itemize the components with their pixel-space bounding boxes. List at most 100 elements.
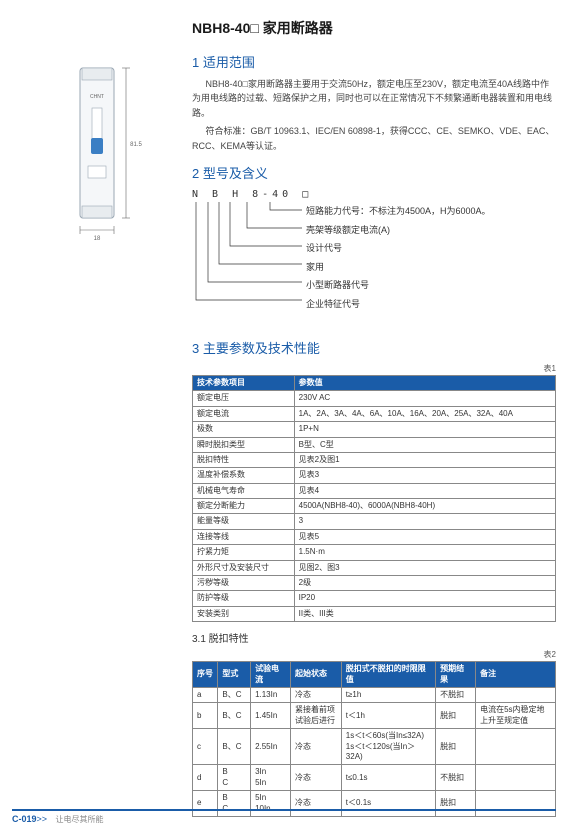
table-cell: b — [193, 703, 218, 729]
table-cell: B型、C型 — [294, 437, 555, 452]
svg-text:CHNT: CHNT — [90, 94, 104, 100]
table-row: aB、C1.13In冷态t≥1h不脱扣 — [193, 687, 556, 702]
table-2: 序号 型式 试验电流 起始状态 脱扣式不脱扣的时限限值 预期结果 备注 aB、C… — [192, 661, 556, 817]
table-row: 拧紧力矩1.5N·m — [193, 545, 556, 560]
section-2-heading: 2 型号及含义 — [192, 163, 556, 182]
table-cell: 脱扣特性 — [193, 452, 295, 467]
table-cell: 4500A(NBH8-40)、6000A(NBH8-40H) — [294, 499, 555, 514]
table-cell: 极数 — [193, 422, 295, 437]
table-cell: 1P+N — [294, 422, 555, 437]
table-1-caption: 表1 — [192, 363, 556, 374]
model-label-5: 企业特征代号 — [306, 298, 491, 311]
table-cell — [476, 765, 556, 791]
table-cell: 紧接着前项 试验后进行 — [290, 703, 341, 729]
table-cell: 安装类别 — [193, 606, 295, 621]
page-title: NBH8-40□ 家用断路器 — [192, 18, 556, 38]
table-cell: II类、III类 — [294, 606, 555, 621]
table-header: 起始状态 — [290, 662, 341, 688]
left-column: CHNT 18 81.5 — [12, 18, 182, 817]
table-row: 防护等级IP20 — [193, 591, 556, 606]
table-row: 额定分断能力4500A(NBH8-40)、6000A(NBH8-40H) — [193, 499, 556, 514]
table-cell: IP20 — [294, 591, 555, 606]
table-cell: B、C — [218, 687, 251, 702]
section-1-para-2: 符合标准：GB/T 10963.1、IEC/EN 60898-1，获得CCC、C… — [192, 124, 556, 153]
table-2-caption: 表2 — [192, 649, 556, 660]
table-cell: 3In 5In — [251, 765, 291, 791]
table-cell: 见图2、图3 — [294, 560, 555, 575]
section-3-1-heading: 3.1 脱扣特性 — [192, 630, 556, 645]
table-row: 温度补偿系数见表3 — [193, 468, 556, 483]
table-cell: t≤0.1s — [341, 765, 435, 791]
page-arrows: >> — [37, 814, 48, 824]
svg-text:18: 18 — [94, 236, 101, 242]
table-cell: 不脱扣 — [436, 765, 476, 791]
table-cell — [476, 729, 556, 765]
table-row: bB、C1.45In紧接着前项 试验后进行t＜1h脱扣电流在5s内稳定地 上升至… — [193, 703, 556, 729]
product-image: CHNT 18 81.5 — [42, 58, 152, 251]
table-cell: t≥1h — [341, 687, 435, 702]
table-cell: 防护等级 — [193, 591, 295, 606]
table-cell: 见表4 — [294, 483, 555, 498]
table-cell: 2.55In — [251, 729, 291, 765]
table-cell: 额定电流 — [193, 406, 295, 421]
table-cell: 不脱扣 — [436, 687, 476, 702]
table-row: 额定电流1A、2A、3A、4A、6A、10A、16A、20A、25A、32A、4… — [193, 406, 556, 421]
table-row: 安装类别II类、III类 — [193, 606, 556, 621]
model-diagram: N B H 8-40 □ 短路能力代号：不标注为4500A，H为6000A。 壳… — [192, 188, 556, 328]
table-cell: 1s＜t＜60s(当In≤32A) 1s＜t＜120s(当In＞32A) — [341, 729, 435, 765]
table-cell: 1.13In — [251, 687, 291, 702]
table-row: 机械电气寿命见表4 — [193, 483, 556, 498]
table-row: 极数1P+N — [193, 422, 556, 437]
table-row: 技术参数项目 参数值 — [193, 375, 556, 390]
table-cell: 额定分断能力 — [193, 499, 295, 514]
table-cell: 冷态 — [290, 765, 341, 791]
table-cell — [476, 687, 556, 702]
model-label-0: 短路能力代号：不标注为4500A，H为6000A。 — [306, 205, 491, 218]
table-row: 序号 型式 试验电流 起始状态 脱扣式不脱扣的时限限值 预期结果 备注 — [193, 662, 556, 688]
table-header: 预期结果 — [436, 662, 476, 688]
table-row: 连接等线见表5 — [193, 529, 556, 544]
table-cell: 机械电气寿命 — [193, 483, 295, 498]
table-cell: 见表5 — [294, 529, 555, 544]
table-cell: 污秽等级 — [193, 576, 295, 591]
table-header: 序号 — [193, 662, 218, 688]
table-row: 瞬时脱扣类型B型、C型 — [193, 437, 556, 452]
table-cell: t＜1h — [341, 703, 435, 729]
table-row: 能量等级3 — [193, 514, 556, 529]
table-cell: d — [193, 765, 218, 791]
table-cell: 脱扣 — [436, 729, 476, 765]
model-label-4: 小型断路器代号 — [306, 279, 491, 292]
table-header: 脱扣式不脱扣的时限限值 — [341, 662, 435, 688]
table-cell: 1A、2A、3A、4A、6A、10A、16A、20A、25A、32A、40A — [294, 406, 555, 421]
table-cell: 额定电压 — [193, 391, 295, 406]
table-cell: 1.45In — [251, 703, 291, 729]
table-row: dB C3In 5In冷态t≤0.1s不脱扣 — [193, 765, 556, 791]
table-cell: 见表2及图1 — [294, 452, 555, 467]
table-cell: 外形尺寸及安装尺寸 — [193, 560, 295, 575]
table-row: 污秽等级2级 — [193, 576, 556, 591]
content-column: NBH8-40□ 家用断路器 1 适用范围 NBH8-40□家用断路器主要用于交… — [182, 18, 556, 817]
section-1-para-1: NBH8-40□家用断路器主要用于交流50Hz，额定电压至230V，额定电流至4… — [192, 77, 556, 120]
model-label-2: 设计代号 — [306, 242, 491, 255]
table-header: 试验电流 — [251, 662, 291, 688]
model-label-1: 壳架等级额定电流(A) — [306, 224, 491, 237]
table-cell: 拧紧力矩 — [193, 545, 295, 560]
table-cell: 瞬时脱扣类型 — [193, 437, 295, 452]
table-header: 技术参数项目 — [193, 375, 295, 390]
table-cell: c — [193, 729, 218, 765]
table-cell: 1.5N·m — [294, 545, 555, 560]
table-cell: 3 — [294, 514, 555, 529]
table-header: 参数值 — [294, 375, 555, 390]
table-cell: B、C — [218, 703, 251, 729]
table-cell: 连接等线 — [193, 529, 295, 544]
table-cell: 见表3 — [294, 468, 555, 483]
table-cell: 冷态 — [290, 687, 341, 702]
page-footer: C-019>> 让电尽其所能 — [12, 809, 556, 825]
table-row: 额定电压230V AC — [193, 391, 556, 406]
model-label-3: 家用 — [306, 261, 491, 274]
section-1-heading: 1 适用范围 — [192, 52, 556, 71]
table-row: cB、C2.55In冷态1s＜t＜60s(当In≤32A) 1s＜t＜120s(… — [193, 729, 556, 765]
page-number: C-019 — [12, 814, 37, 824]
table-cell: 230V AC — [294, 391, 555, 406]
table-cell: 脱扣 — [436, 703, 476, 729]
